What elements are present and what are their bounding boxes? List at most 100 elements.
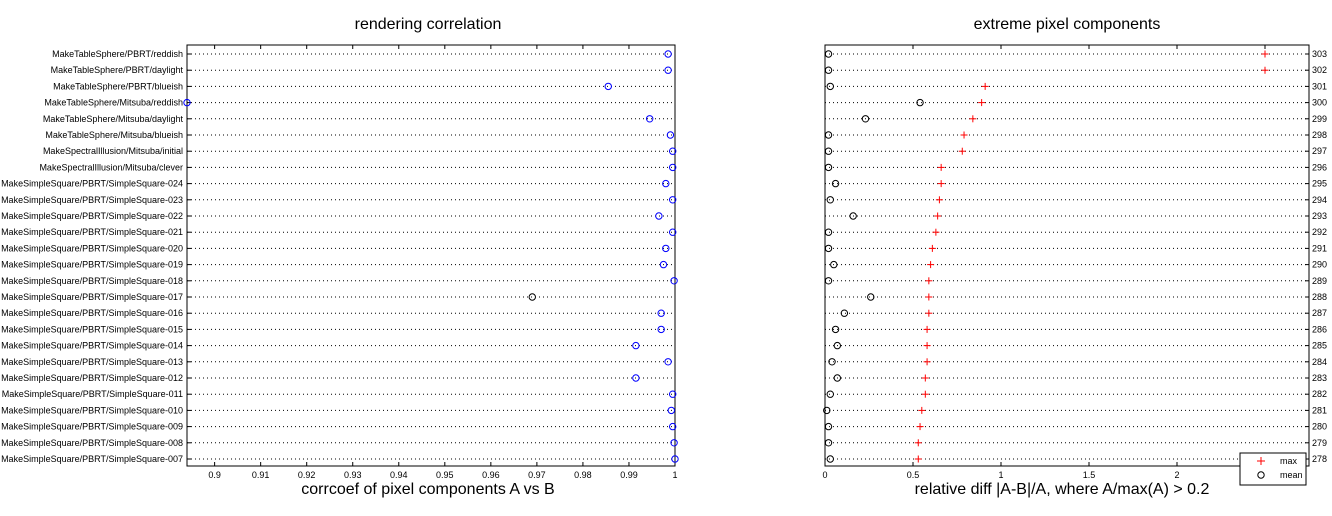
left-x-tick-labels: 0.9 0.91 0.92 0.93 0.94 0.95 0.96 0.97 0.98 0.99 1 xyxy=(208,45,678,480)
legend: max mean xyxy=(1239,452,1307,486)
right-chart-title: extreme pixel components xyxy=(974,16,1161,33)
left-data-point xyxy=(664,66,672,74)
left-x-tick-label: 0.93 xyxy=(344,470,362,480)
mean-point xyxy=(828,358,836,366)
right-y-tick-label: 284 xyxy=(1312,357,1327,367)
right-grid-rows xyxy=(825,53,1309,460)
max-point xyxy=(925,293,933,301)
left-data-point xyxy=(668,422,677,431)
left-x-tick-label: 0.96 xyxy=(482,470,500,480)
left-y-tick-label: MakeSimpleSquare/PBRT/SimpleSquare-021 xyxy=(1,227,183,237)
mean-point xyxy=(830,260,838,269)
mean-point xyxy=(826,390,834,398)
right-y-tick-label: 288 xyxy=(1312,292,1327,302)
left-data-point xyxy=(670,439,678,447)
right-y-tick-label: 283 xyxy=(1312,373,1327,383)
right-y-tick-label: 302 xyxy=(1312,65,1327,75)
left-y-tick-label: MakeSimpleSquare/PBRT/SimpleSquare-023 xyxy=(1,195,183,205)
mean-point xyxy=(861,115,870,123)
max-point xyxy=(1261,66,1269,74)
left-data-point xyxy=(664,358,672,366)
mean-point xyxy=(824,422,833,431)
max-point xyxy=(921,390,929,398)
left-data-point xyxy=(668,147,677,155)
left-data-point xyxy=(528,293,536,301)
max-point xyxy=(914,439,922,447)
max-point xyxy=(927,261,935,269)
right-y-tick-label: 297 xyxy=(1312,146,1327,156)
right-x-tick-label: 2 xyxy=(1174,470,1179,480)
left-data-point xyxy=(666,131,675,139)
left-data-point xyxy=(664,50,672,58)
right-data-points xyxy=(823,50,1269,463)
left-x-tick-label: 0.95 xyxy=(436,470,454,480)
max-point xyxy=(937,163,945,171)
max-point xyxy=(969,115,977,123)
max-point xyxy=(937,180,945,188)
right-y-tick-label: 290 xyxy=(1312,260,1327,270)
max-point xyxy=(923,342,931,350)
left-data-point xyxy=(668,196,677,204)
right-axes-frame xyxy=(824,44,1310,467)
left-data-point xyxy=(662,244,670,253)
max-point xyxy=(1261,50,1269,58)
legend-mean-label: mean xyxy=(1280,470,1303,480)
right-y-tick-label: 285 xyxy=(1312,341,1327,351)
right-x-tick-label: 1 xyxy=(998,470,1003,480)
left-data-point xyxy=(183,98,191,107)
right-y-tick-labels: 303 302 301 300 299 298 297 296 295 294 293 292 291 2… xyxy=(1305,49,1327,464)
mean-point xyxy=(849,212,857,220)
right-y-tick-label: 301 xyxy=(1312,81,1327,91)
max-point xyxy=(914,455,922,463)
left-y-tick-label: MakeSimpleSquare/PBRT/SimpleSquare-011 xyxy=(2,389,183,399)
left-y-tick-label: MakeSimpleSquare/PBRT/SimpleSquare-015 xyxy=(1,324,183,334)
mean-point xyxy=(826,82,834,91)
max-point xyxy=(923,325,931,333)
left-chart: rendering correlation MakeTableSphere/PB… xyxy=(1,16,679,498)
mean-point xyxy=(831,179,840,188)
right-y-tick-label: 300 xyxy=(1312,98,1327,108)
left-x-tick-label: 0.99 xyxy=(620,470,638,480)
right-chart: extreme pixel components 303 302 301 300 299… xyxy=(822,16,1327,498)
left-data-point xyxy=(655,212,663,220)
left-x-tick-label: 1 xyxy=(672,470,677,480)
mean-point xyxy=(867,293,875,301)
left-x-tick-label: 0.92 xyxy=(298,470,316,480)
max-point xyxy=(923,358,931,366)
max-point xyxy=(918,406,926,414)
left-data-point xyxy=(668,390,677,398)
left-y-tick-label: MakeSimpleSquare/PBRT/SimpleSquare-014 xyxy=(1,341,183,351)
right-y-tick-label: 296 xyxy=(1312,162,1327,172)
left-data-point xyxy=(632,374,640,382)
left-y-tick-label: MakeSimpleSquare/PBRT/SimpleSquare-024 xyxy=(1,179,183,189)
right-y-tick-label: 282 xyxy=(1312,389,1327,399)
max-point xyxy=(925,277,933,285)
left-x-axis-label: corrcoef of pixel components A vs B xyxy=(301,481,554,498)
left-y-tick-label: MakeTableSphere/PBRT/reddish xyxy=(52,49,183,59)
right-y-tick-label: 289 xyxy=(1312,276,1327,286)
mean-point xyxy=(823,406,831,415)
mean-point xyxy=(824,163,833,172)
left-y-tick-label: MakeSimpleSquare/PBRT/SimpleSquare-019 xyxy=(1,260,183,270)
left-y-tick-label: MakeTableSphere/PBRT/blueish xyxy=(53,81,183,91)
left-data-points xyxy=(183,50,679,463)
right-x-tick-label: 0.5 xyxy=(907,470,920,480)
left-y-tick-label: MakeSimpleSquare/PBRT/SimpleSquare-009 xyxy=(1,422,183,432)
max-point xyxy=(960,131,968,139)
right-y-tick-label: 279 xyxy=(1312,438,1327,448)
left-grid-rows xyxy=(187,53,675,460)
left-x-tick-label: 0.97 xyxy=(528,470,546,480)
left-y-tick-label: MakeSimpleSquare/PBRT/SimpleSquare-013 xyxy=(1,357,183,367)
left-y-tick-label: MakeSimpleSquare/PBRT/SimpleSquare-012 xyxy=(1,373,183,383)
left-axes-frame xyxy=(186,44,676,467)
legend-mean-marker xyxy=(1257,471,1265,479)
mean-point xyxy=(833,341,842,350)
left-y-tick-label: MakeTableSphere/Mitsuba/blueish xyxy=(45,130,183,140)
mean-point xyxy=(824,228,833,236)
right-y-tick-label: 291 xyxy=(1312,243,1327,253)
right-y-tick-label: 280 xyxy=(1312,422,1327,432)
left-chart-title: rendering correlation xyxy=(355,16,502,33)
left-data-point xyxy=(659,260,668,269)
left-y-tick-label: MakeSimpleSquare/PBRT/SimpleSquare-020 xyxy=(1,243,183,253)
max-point xyxy=(925,309,933,317)
